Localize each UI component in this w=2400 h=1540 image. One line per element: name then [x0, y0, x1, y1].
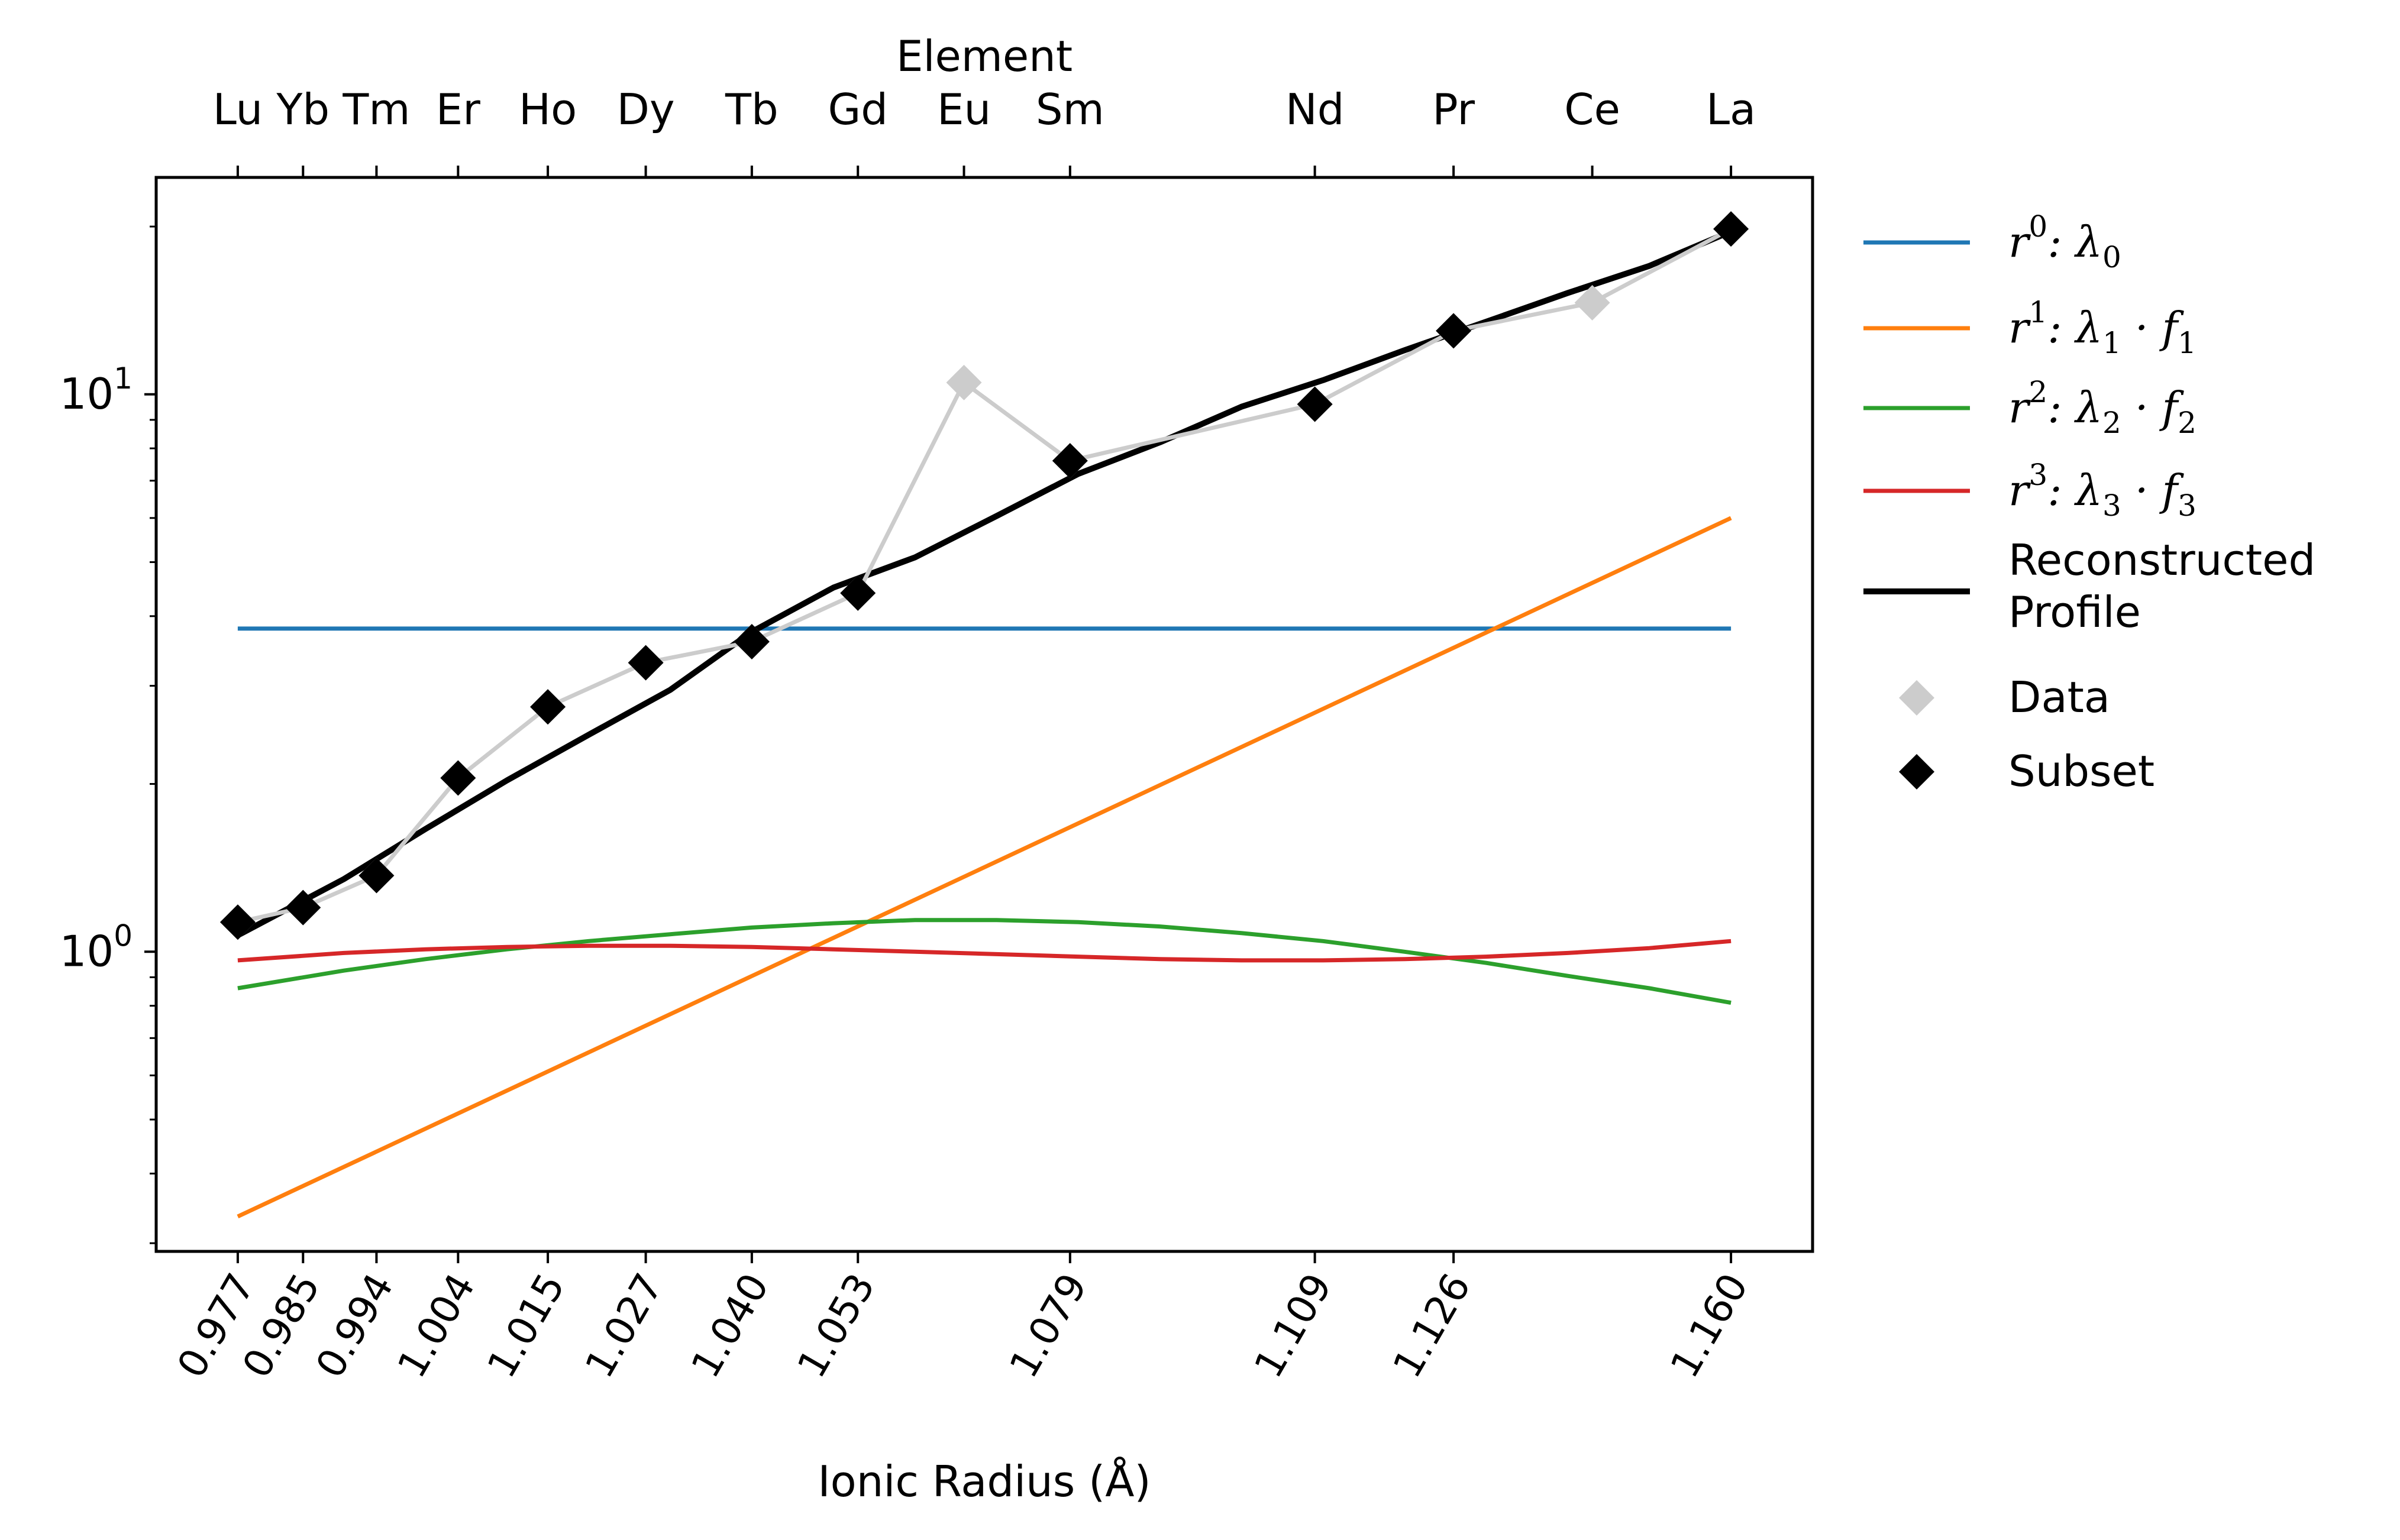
x-axis-title: Ionic Radius (Å)	[818, 1457, 1151, 1506]
series-subset-marker	[734, 623, 770, 659]
series-data-marker	[946, 364, 982, 400]
top-tick-label: Ho	[519, 85, 577, 134]
top-tick-label: Ce	[1564, 85, 1620, 134]
series-subset-marker	[530, 689, 566, 725]
y-tick-label: 101	[60, 361, 133, 419]
series-subset-marker	[219, 904, 256, 940]
series-subset-marker	[840, 575, 876, 611]
top-tick-label: Tb	[725, 85, 779, 134]
top-tick-label: Eu	[937, 85, 991, 134]
legend: r0: λ0 r1: λ1 · f1 r2: λ2 · f2 r3: λ3 · f3 R…	[1863, 209, 2315, 796]
top-tick-label: La	[1706, 85, 1756, 134]
series-data-marker	[1574, 284, 1610, 321]
series-r3-line	[237, 939, 1732, 963]
top-tick-label: Tm	[342, 85, 410, 134]
legend-data-label: Data	[2008, 672, 2110, 722]
top-tick-label: Sm	[1036, 85, 1104, 134]
series-layer	[219, 211, 1749, 1219]
series-subset-marker	[1052, 443, 1088, 479]
series-subset-marker	[628, 645, 664, 681]
plot-frame	[154, 176, 1814, 1253]
series-subset-marker	[1297, 386, 1333, 422]
series-subset-marker	[1713, 211, 1749, 247]
top-axis-title: Element	[896, 31, 1073, 81]
series-subset-marker	[440, 760, 476, 796]
top-tick-label: Yb	[276, 85, 330, 134]
legend-r0-label: r0: λ0	[2008, 209, 2121, 274]
top-tick-label: Er	[436, 85, 480, 134]
top-tick-label: Dy	[617, 85, 675, 134]
series-data-line	[237, 227, 1732, 924]
series-recon-line	[236, 228, 1733, 939]
legend-recon-label: Reconstructed Profile	[2008, 535, 2315, 637]
top-tick-label: Lu	[213, 85, 263, 134]
series-subset-marker	[1436, 313, 1472, 349]
series-r1-line	[237, 516, 1732, 1219]
series-subset-marker	[358, 858, 395, 894]
legend-r3-label: r3: λ3 · f3	[2008, 458, 2196, 523]
legend-r1-label: r1: λ1 · f1	[2008, 295, 2196, 360]
top-tick-label: Nd	[1285, 85, 1345, 134]
series-subset-marker	[285, 889, 321, 926]
series-r2-line	[237, 918, 1732, 1005]
top-tick-label: Gd	[828, 85, 888, 134]
legend-subset-label: Subset	[2008, 746, 2154, 796]
top-tick-label: Pr	[1432, 85, 1475, 134]
legend-subset-swatch	[1899, 754, 1934, 790]
legend-r2-label: r2: λ2 · f2	[2008, 375, 2196, 440]
y-tick-label: 100	[60, 918, 133, 976]
legend-data-swatch	[1899, 680, 1934, 716]
